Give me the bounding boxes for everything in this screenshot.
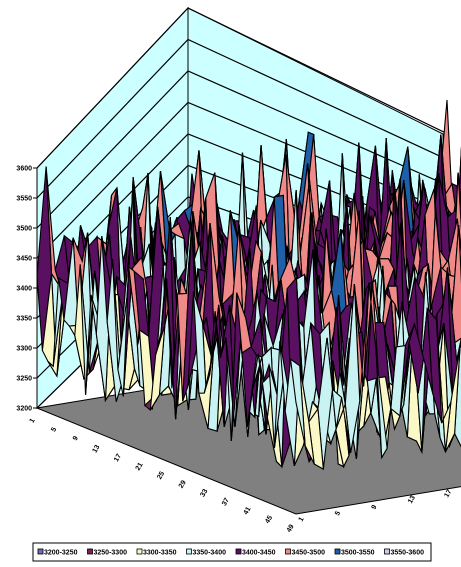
- x-tick-label: 21: [135, 462, 145, 472]
- z-tick-label: 3550: [16, 196, 32, 203]
- surface-cell: [289, 358, 306, 446]
- legend-label: 3450-3500: [292, 550, 326, 557]
- legend-swatch: [136, 548, 143, 555]
- z-tick-label: 3400: [16, 286, 32, 293]
- x-tick-label: 9: [72, 435, 80, 442]
- z-tick-label: 3200: [16, 406, 32, 413]
- y-tick-label: 13: [407, 495, 417, 505]
- x-tick-label: 33: [199, 488, 209, 498]
- wall-gridline: [36, 38, 448, 199]
- wall-gridline: [36, 7, 448, 169]
- z-tick-label: 3350: [16, 316, 32, 323]
- legend-label: 3400-3450: [242, 550, 276, 557]
- x-tick-label: 41: [243, 506, 253, 516]
- legend-label: 3250-3300: [94, 550, 128, 557]
- z-tick-label: 3600: [16, 166, 32, 173]
- y-tick-label: 5: [334, 510, 342, 517]
- legend-swatch: [285, 548, 291, 555]
- chart-axes: 3200 3250 3300 3350 3400 3450 3500 3550 3600 1 5 9 1…: [16, 166, 453, 534]
- legend-swatch: [334, 548, 341, 555]
- legend-label: 3200-3250: [44, 550, 78, 557]
- z-tick-label: 3500: [16, 226, 32, 233]
- legend-swatch: [384, 548, 390, 555]
- wall-gridline: [36, 70, 448, 229]
- y-tick-label: 17: [443, 488, 453, 498]
- x-tick-label: 25: [156, 470, 166, 480]
- legend-label: 3300-3350: [143, 550, 177, 557]
- x-tick-label: 1: [29, 417, 37, 424]
- x-tick-label: 29: [178, 479, 188, 489]
- z-tick-label: 3300: [16, 346, 32, 353]
- x-tick-label: 45: [264, 515, 274, 525]
- x-tick-label: 37: [221, 497, 231, 507]
- x-tick-label: 17: [113, 453, 123, 463]
- legend-swatch: [186, 548, 192, 555]
- y-tick-label: 9: [371, 504, 379, 511]
- x-tick-label: 49: [286, 523, 296, 533]
- z-tick-label: 3450: [16, 256, 32, 263]
- legend-swatch: [37, 548, 44, 555]
- legend-label: 3350-3400: [193, 550, 227, 557]
- legend-label: 3550-3600: [391, 550, 425, 557]
- legend-box: [32, 542, 432, 562]
- x-tick-label: 13: [92, 444, 102, 454]
- y-tick-label: 1: [298, 516, 306, 523]
- legend-swatch: [87, 548, 93, 555]
- x-tick-label: 5: [50, 426, 58, 433]
- legend: 3200-3250 3250-3300 3300-3350 3350-3400 3400…: [32, 542, 432, 562]
- legend-swatch: [235, 548, 242, 555]
- legend-label: 3500-3550: [341, 550, 375, 557]
- z-tick-label: 3250: [16, 376, 32, 383]
- surface-plot: [36, 99, 461, 471]
